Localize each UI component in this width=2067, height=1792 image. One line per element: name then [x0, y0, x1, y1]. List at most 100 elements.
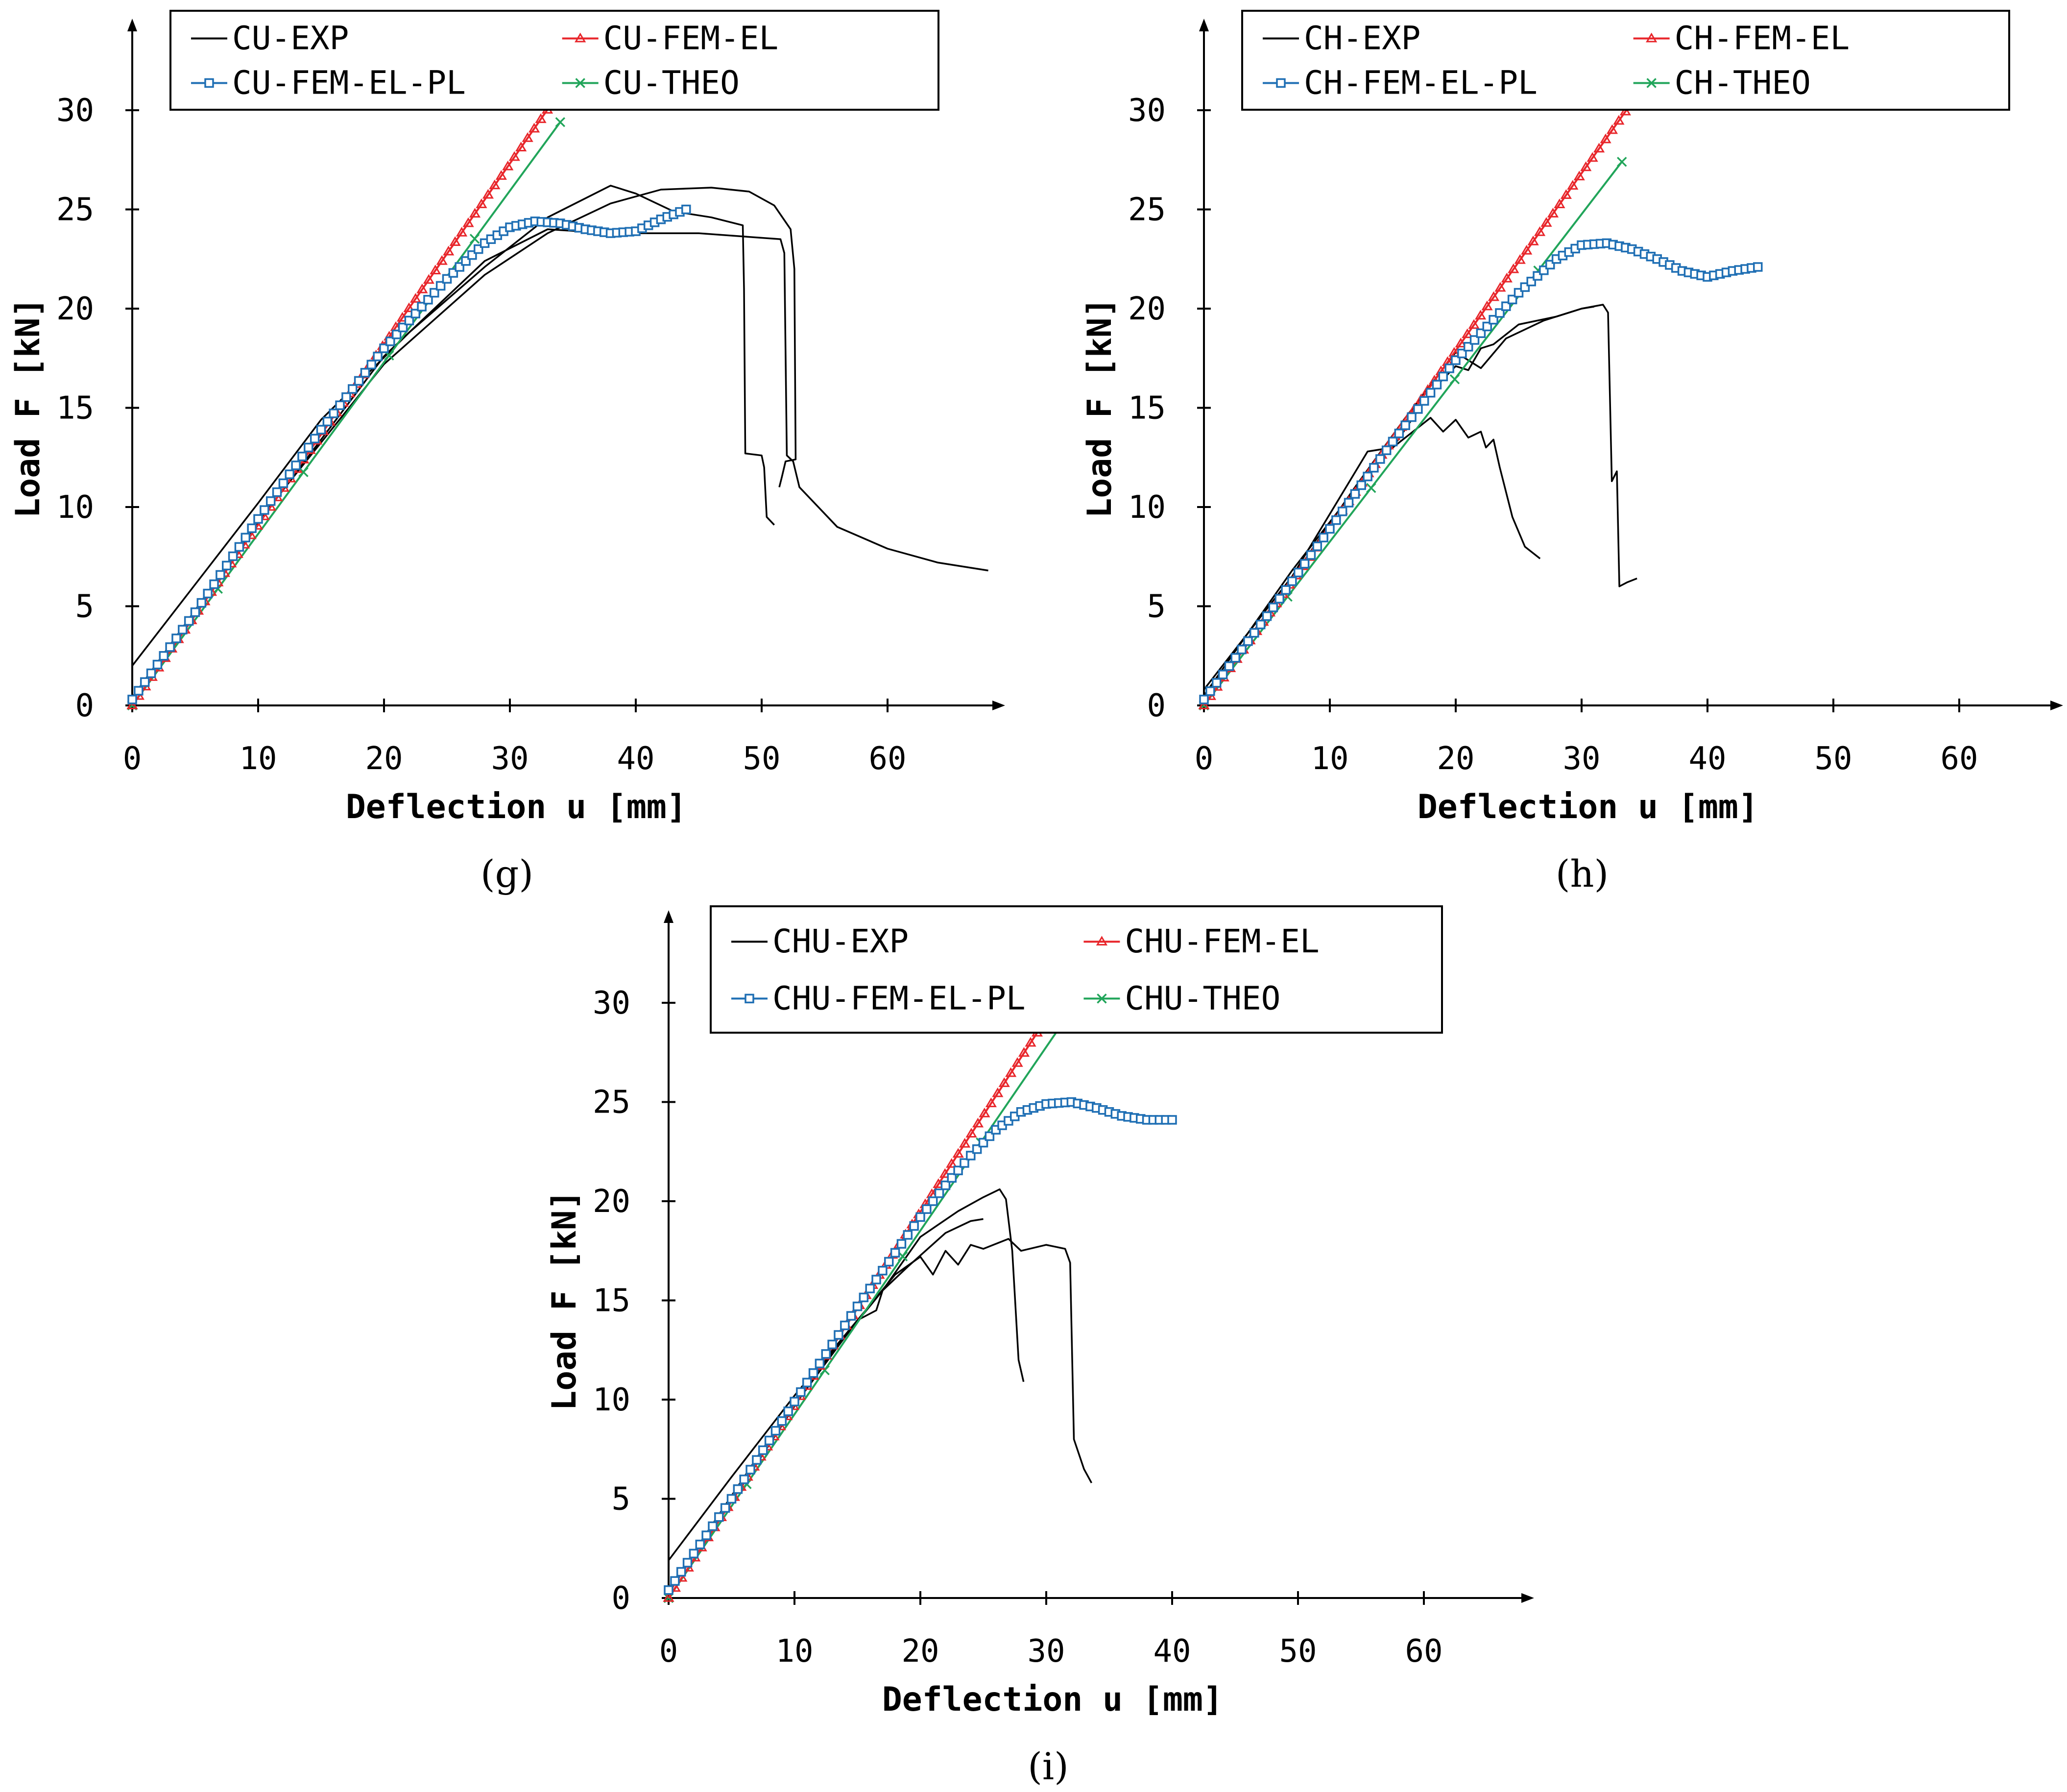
data-point	[1432, 380, 1442, 389]
legend-marker-icon	[1646, 32, 1658, 43]
data-point	[720, 1503, 730, 1513]
data-point	[1262, 611, 1272, 621]
data-point	[1268, 603, 1278, 612]
data-point	[1224, 661, 1234, 671]
data-point	[940, 1180, 951, 1190]
legend-label: CH-FEM-EL-PL	[1304, 64, 1538, 101]
exp-curve	[1203, 304, 1637, 690]
chart-panel-i: 0 10 20 30 40 50 60 0 5 10 15 20 25 30 Deflection u [m…	[545, 905, 1534, 1788]
panel-label: (h)	[1556, 852, 1609, 896]
data-point	[1344, 498, 1354, 508]
data-point	[808, 1368, 818, 1378]
legend-item: CU-EXP	[191, 20, 349, 57]
data-point	[190, 607, 200, 617]
data-point	[469, 208, 481, 218]
x-tick-label: 60	[868, 741, 906, 777]
y-tick-label: 20	[593, 1184, 630, 1220]
data-point	[508, 151, 520, 161]
legend-item: CH-FEM-EL-PL	[1263, 64, 1538, 101]
data-point	[1580, 161, 1592, 171]
data-point	[1468, 319, 1480, 329]
legend-box	[710, 905, 1443, 1034]
data-point	[354, 376, 364, 386]
x-tick-label: 10	[1311, 741, 1348, 777]
y-tick-label: 20	[56, 291, 94, 327]
legend-label: CH-EXP	[1304, 20, 1420, 57]
exp-curve	[668, 1238, 1093, 1561]
legend-marker-icon	[1096, 936, 1108, 946]
data-point	[1508, 263, 1519, 273]
data-point	[733, 1484, 743, 1494]
data-point	[1274, 594, 1284, 604]
data-point	[946, 1158, 958, 1168]
data-point	[1606, 124, 1618, 134]
data-point	[834, 1330, 843, 1340]
data-point	[196, 598, 207, 608]
y-axis-arrow-icon	[664, 910, 673, 923]
data-point	[859, 1292, 869, 1303]
data-point	[928, 1196, 938, 1206]
y-tick-label: 0	[611, 1580, 630, 1617]
data-point	[903, 1230, 913, 1240]
data-point	[689, 1549, 699, 1559]
data-point	[159, 651, 168, 661]
data-point	[482, 189, 494, 199]
data-point	[1425, 387, 1436, 398]
x-axis-arrow-icon	[992, 701, 1005, 710]
data-point	[840, 1320, 850, 1331]
data-point	[1462, 328, 1473, 339]
y-tick-label: 30	[593, 985, 630, 1021]
y-tick-label: 5	[1147, 589, 1166, 625]
data-point	[253, 514, 263, 524]
data-point	[1325, 524, 1335, 534]
series-ch-fem-el-pl	[1199, 238, 1763, 704]
y-axis-title: Load F [kN]	[1081, 297, 1119, 518]
data-point	[1363, 471, 1372, 482]
legend-item: CU-THEO	[562, 64, 740, 101]
series-cu-fem-el-pl	[127, 204, 691, 704]
data-point	[1593, 143, 1605, 153]
data-point	[1255, 620, 1266, 630]
data-point	[1482, 321, 1492, 332]
data-point	[515, 142, 527, 152]
data-point	[322, 416, 333, 427]
legend-label: CH-FEM-EL	[1675, 20, 1850, 57]
data-point	[310, 434, 320, 444]
data-point	[423, 295, 433, 305]
data-point	[335, 400, 345, 410]
data-point	[297, 451, 307, 461]
data-point	[739, 1475, 749, 1484]
data-point	[1495, 308, 1505, 318]
legend-item: CH-THEO	[1633, 64, 1811, 101]
data-point	[1350, 489, 1360, 499]
data-point	[1375, 454, 1385, 464]
y-axis-arrow-icon	[127, 19, 137, 31]
chart-panel-h: 0 10 20 30 40 50 60 0 5 10 15 20 25 30 Deflection u [m…	[1081, 10, 2063, 896]
data-point	[890, 1248, 900, 1258]
legend-label: CHU-THEO	[1125, 979, 1280, 1017]
data-point	[404, 315, 414, 326]
data-point	[416, 283, 428, 293]
legend-label: CH-THEO	[1675, 64, 1811, 101]
series-ch-exp	[1203, 304, 1637, 698]
chart-panel-g: 0 10 20 30 40 50 60 0 5 10 15 20 25 30 Deflection u [m…	[9, 10, 1005, 896]
data-point	[1514, 254, 1526, 264]
y-tick-label: 25	[593, 1085, 630, 1121]
data-point	[947, 1173, 957, 1183]
series-line	[668, 1101, 1172, 1591]
legend: CHU-EXP CHU-FEM-EL CHU-FEM-EL-PL CHU-THEO	[710, 905, 1443, 1034]
data-point	[146, 668, 156, 678]
data-point	[1489, 315, 1498, 325]
data-point	[1573, 170, 1585, 181]
data-point	[998, 1077, 1010, 1087]
data-point	[1444, 363, 1454, 373]
legend-item: CHU-FEM-EL	[1083, 922, 1320, 960]
data-point	[764, 1435, 774, 1446]
data-point	[1167, 1115, 1177, 1125]
data-point	[360, 368, 370, 378]
data-point	[462, 217, 474, 227]
data-point	[1381, 445, 1392, 455]
data-point	[865, 1283, 875, 1293]
data-point	[341, 392, 351, 402]
legend-item: CHU-THEO	[1083, 979, 1280, 1017]
